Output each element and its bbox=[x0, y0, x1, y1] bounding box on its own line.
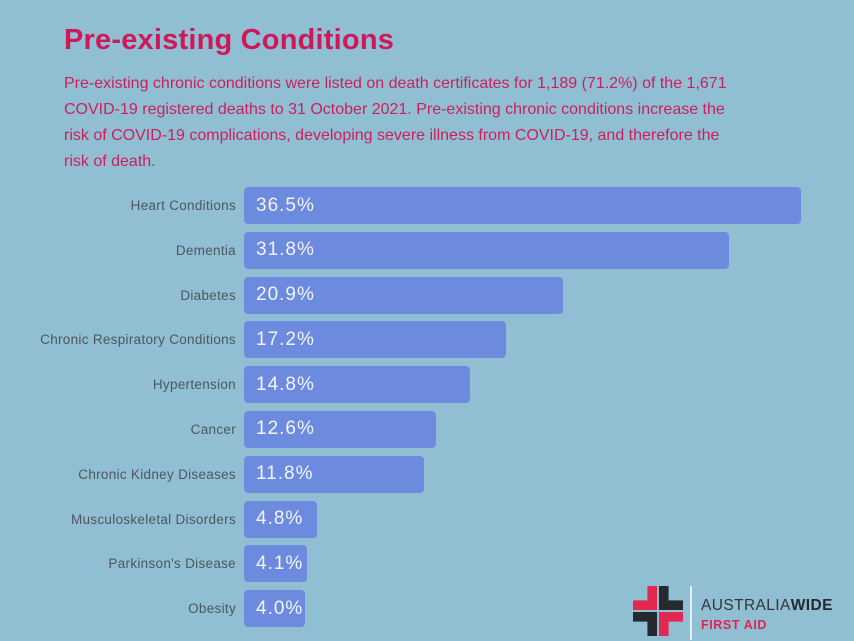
bar-value-label: 31.8% bbox=[256, 239, 315, 261]
bar-chronic-kidney-diseases: 11.8% bbox=[244, 455, 425, 493]
first-aid-cross-icon bbox=[633, 585, 683, 641]
bar-cancer: 12.6% bbox=[244, 410, 437, 448]
category-label-musculoskeletal-disorders: Musculoskeletal Disorders bbox=[70, 511, 236, 527]
bar-diabetes: 20.9% bbox=[244, 276, 563, 314]
category-label-heart-conditions: Heart Conditions bbox=[130, 198, 236, 213]
bar-value-label: 4.0% bbox=[256, 597, 304, 619]
chart-row: Parkinson's Disease 4.1% bbox=[0, 545, 854, 583]
bar-track: 12.6% bbox=[244, 410, 801, 448]
category-label-diabetes: Diabetes bbox=[180, 287, 236, 303]
category-label-hypertension: Hypertension bbox=[152, 377, 236, 393]
logo-divider bbox=[690, 586, 692, 640]
page-title: Pre-existing Conditions bbox=[64, 24, 395, 56]
bar-track: 20.9% bbox=[244, 276, 801, 314]
chart-row: Obesity 4.0% bbox=[0, 590, 854, 628]
logo-text: AUSTRALIAWIDE FIRST AID bbox=[701, 595, 833, 632]
bar-chart: Heart Conditions 36.5% Dementia 31.8% Diabet… bbox=[0, 187, 854, 628]
bar-value-label: 11.8% bbox=[256, 463, 314, 485]
category-label-dementia: Dementia bbox=[175, 242, 236, 258]
bar-track: 4.1% bbox=[244, 545, 801, 583]
chart-row: Musculoskeletal Disorders 4.8% bbox=[0, 500, 854, 538]
header: Pre-existing Conditions Pre-existing chr… bbox=[0, 0, 854, 175]
bar-value-label: 20.9% bbox=[256, 284, 315, 306]
chart-row: Cancer 12.6% bbox=[0, 410, 854, 448]
bar-track: 17.2% bbox=[244, 321, 801, 359]
bar-track: 11.8% bbox=[244, 455, 801, 493]
bar-track: 4.0% bbox=[244, 590, 801, 628]
chart-row: Diabetes 20.9% bbox=[0, 276, 854, 314]
bar-track: 36.5% bbox=[244, 187, 801, 224]
bar-hypertension: 14.8% bbox=[244, 366, 470, 404]
logo-tagline: FIRST AID bbox=[701, 617, 768, 632]
bar-heart-conditions: 36.5% bbox=[244, 187, 801, 224]
bar-musculoskeletal-disorders: 4.8% bbox=[244, 500, 318, 538]
bar-track: 4.8% bbox=[244, 500, 801, 538]
page-description: Pre-existing chronic conditions were lis… bbox=[64, 75, 727, 170]
category-label-obesity: Obesity bbox=[188, 601, 236, 617]
category-label-chronic-respiratory-conditions: Chronic Respiratory Conditions bbox=[40, 332, 236, 348]
bar-value-label: 14.8% bbox=[256, 373, 315, 395]
chart-row: Chronic Kidney Diseases 11.8% bbox=[0, 455, 854, 493]
bar-value-label: 12.6% bbox=[256, 418, 315, 440]
bar-value-label: 4.1% bbox=[256, 552, 304, 574]
chart-row: Chronic Respiratory Conditions 17.2% bbox=[0, 321, 854, 359]
category-label-cancer: Cancer bbox=[190, 421, 236, 437]
bar-dementia: 31.8% bbox=[244, 231, 730, 269]
brand-logo: AUSTRALIAWIDE FIRST AID bbox=[633, 585, 833, 641]
bar-parkinson-s-disease: 4.1% bbox=[244, 545, 307, 583]
bar-value-label: 17.2% bbox=[256, 328, 315, 350]
chart-row: Heart Conditions 36.5% bbox=[0, 187, 854, 224]
bar-track: 31.8% bbox=[244, 231, 801, 269]
bar-value-label: 4.8% bbox=[256, 508, 304, 530]
bar-obesity: 4.0% bbox=[244, 590, 306, 628]
bar-value-label: 36.5% bbox=[256, 194, 315, 216]
chart-row: Dementia 31.8% bbox=[0, 231, 854, 269]
chart-row: Hypertension 14.8% bbox=[0, 366, 854, 404]
category-label-chronic-kidney-diseases: Chronic Kidney Diseases bbox=[78, 466, 236, 482]
bar-track: 14.8% bbox=[244, 366, 801, 404]
category-label-parkinson-s-disease: Parkinson's Disease bbox=[108, 556, 236, 572]
bar-chronic-respiratory-conditions: 17.2% bbox=[244, 321, 507, 359]
logo-brand-name: AUSTRALIAWIDE bbox=[701, 596, 833, 614]
